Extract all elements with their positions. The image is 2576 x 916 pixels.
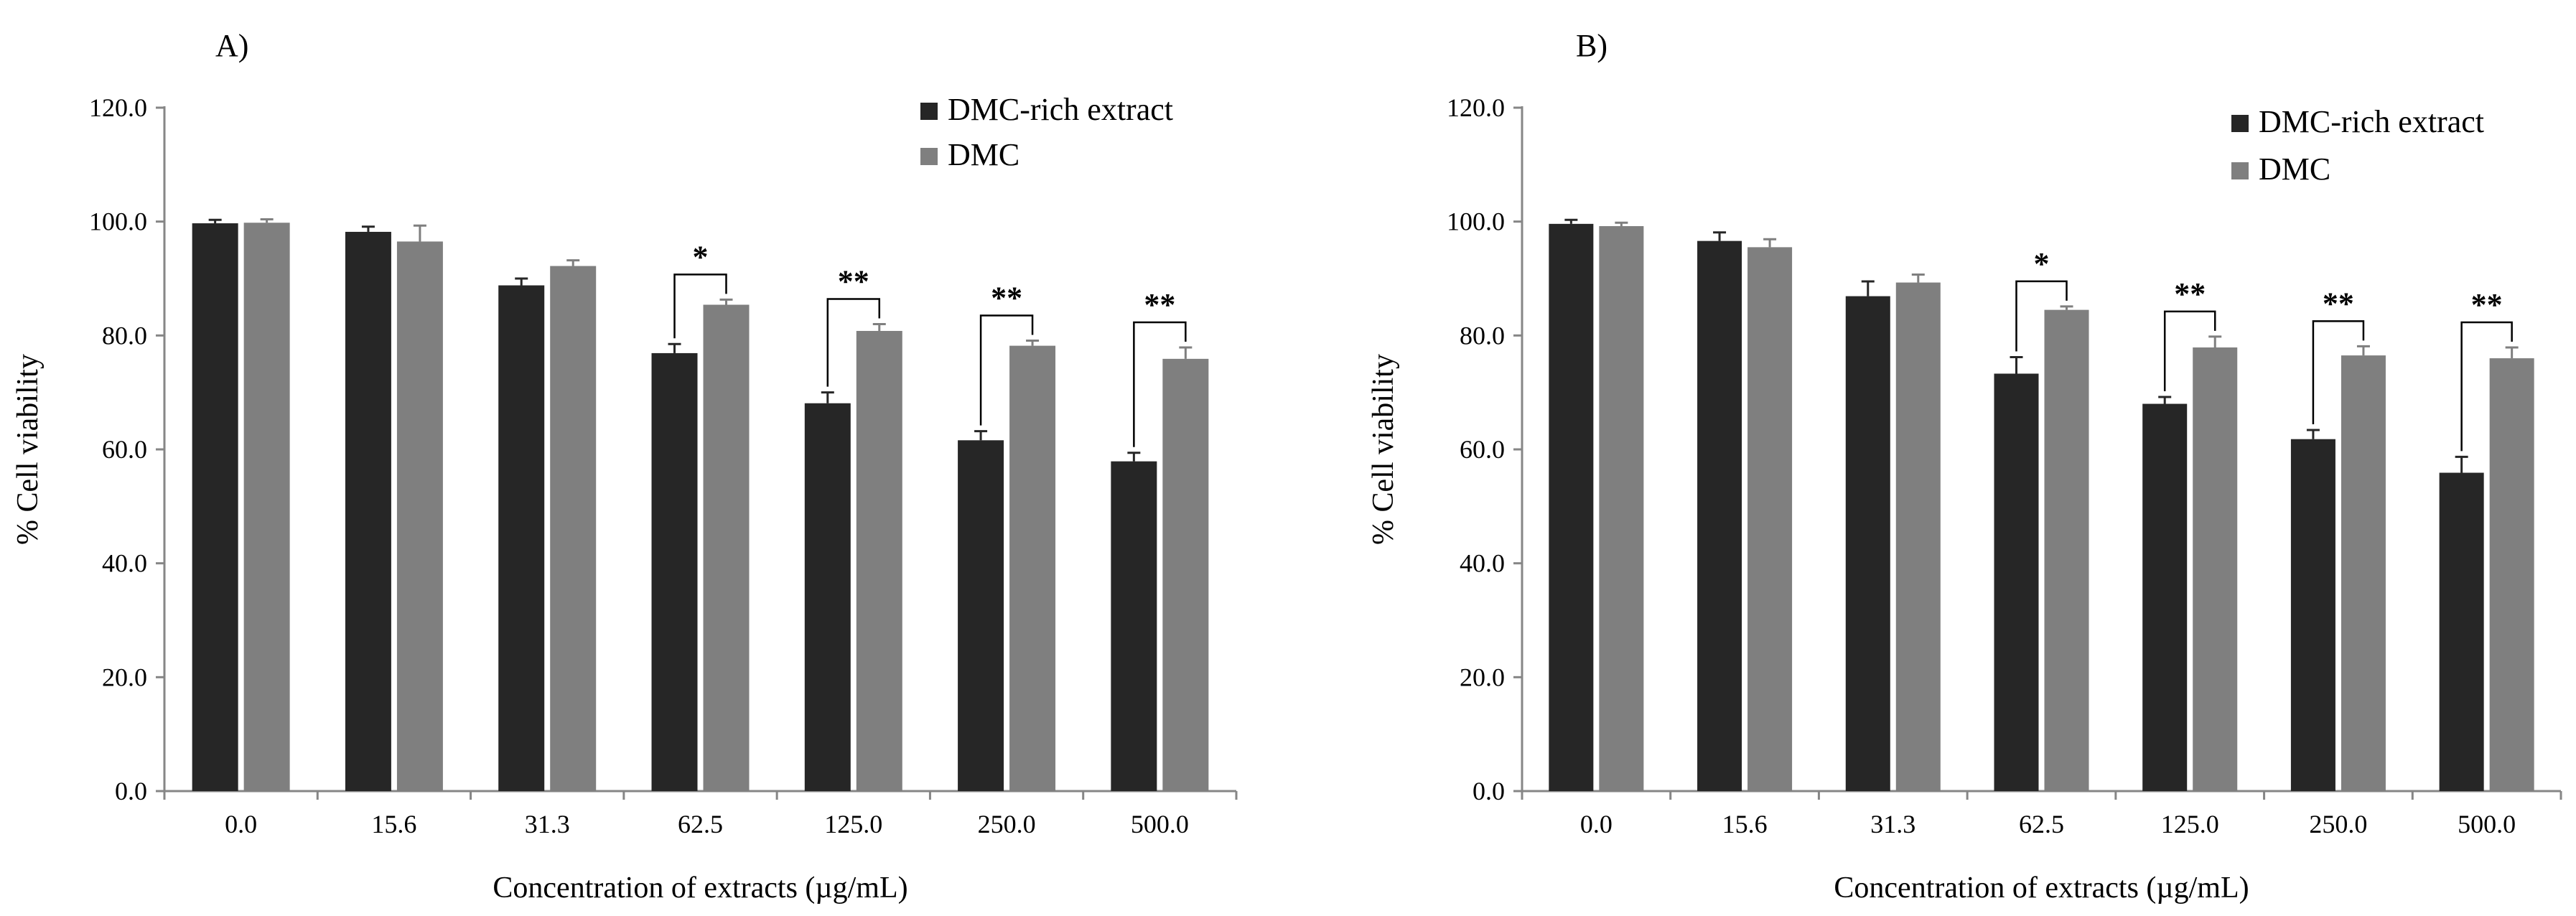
significance-label: ** bbox=[2323, 286, 2354, 321]
x-tick-label: 250.0 bbox=[978, 810, 1036, 838]
x-tick-label: 31.3 bbox=[525, 810, 570, 838]
x-axis-title: Concentration of extracts (µg/mL) bbox=[493, 871, 907, 905]
panel-label: B) bbox=[1576, 28, 1607, 63]
x-tick-label: 62.5 bbox=[678, 810, 723, 838]
panel-b: B) 0.0 20.0 40.0 60.0 80.0 100.0 120.0 0.0 15.6 31… bbox=[1367, 28, 2562, 905]
bar-dmc-rich-extract bbox=[1845, 296, 1890, 791]
y-tick-label: 40.0 bbox=[102, 549, 147, 578]
bar-dmc bbox=[2193, 347, 2238, 791]
y-tick-label: 40.0 bbox=[1460, 549, 1505, 578]
x-tick-label: 15.6 bbox=[371, 810, 416, 838]
significance-bracket bbox=[2163, 310, 2216, 392]
x-tick-label: 500.0 bbox=[2458, 810, 2516, 838]
significance-label: ** bbox=[2471, 287, 2503, 322]
legend-swatch-dmc bbox=[920, 148, 938, 165]
x-tick-label: 0.0 bbox=[225, 810, 257, 838]
significance-bracket bbox=[826, 298, 881, 387]
bar-dmc bbox=[2341, 355, 2386, 792]
significance-label: ** bbox=[2174, 276, 2206, 312]
x-tick-label: 250.0 bbox=[2309, 810, 2367, 838]
y-tick-label: 60.0 bbox=[102, 435, 147, 464]
y-axis-title: % Cell viability bbox=[1367, 354, 1400, 545]
significance-label: * bbox=[2034, 246, 2050, 281]
bar-dmc bbox=[2489, 358, 2534, 792]
bar-dmc-rich-extract bbox=[1697, 240, 1742, 791]
legend-swatch-dmc bbox=[2231, 162, 2249, 179]
y-tick-label: 60.0 bbox=[1460, 435, 1505, 464]
significance-label: ** bbox=[838, 263, 869, 299]
significance-label: ** bbox=[991, 280, 1022, 315]
legend-label-dmc: DMC bbox=[948, 137, 1019, 172]
bar-dmc-rich-extract bbox=[1549, 223, 1594, 792]
bar-dmc bbox=[243, 223, 290, 792]
y-tick-label: 100.0 bbox=[1447, 207, 1505, 236]
panel-label: A) bbox=[215, 28, 248, 63]
y-tick-label: 20.0 bbox=[1460, 663, 1505, 691]
significance-bracket bbox=[2015, 280, 2068, 352]
bar-dmc bbox=[703, 304, 750, 791]
bar-dmc bbox=[2044, 309, 2089, 792]
bar-dmc bbox=[1599, 226, 1644, 792]
x-tick-label: 15.6 bbox=[1722, 810, 1768, 838]
legend-label-dmc: DMC bbox=[2259, 151, 2330, 187]
bar-dmc-rich-extract bbox=[192, 223, 238, 792]
y-tick-label: 80.0 bbox=[1460, 321, 1505, 350]
y-tick-label: 100.0 bbox=[89, 207, 147, 236]
bar-dmc-rich-extract bbox=[498, 285, 545, 791]
legend-label-dmc-rich-extract: DMC-rich extract bbox=[2259, 104, 2484, 139]
panel-a: A) 0.0 20.0 40.0 60.0 80.0 100.0 120.0 0.0 15.6 31… bbox=[11, 28, 1238, 905]
legend-swatch-dmc-rich-extract bbox=[2231, 115, 2249, 132]
y-tick-label: 20.0 bbox=[102, 663, 147, 691]
bar-dmc-rich-extract bbox=[1994, 373, 2039, 791]
bar-dmc-rich-extract bbox=[2290, 439, 2335, 791]
x-tick-label: 0.0 bbox=[1580, 810, 1613, 838]
bar-dmc-rich-extract bbox=[804, 403, 851, 791]
bar-dmc-rich-extract bbox=[2142, 403, 2188, 791]
y-tick-label: 120.0 bbox=[1447, 93, 1505, 122]
bar-dmc bbox=[396, 241, 443, 791]
bar-dmc bbox=[1895, 282, 1941, 791]
y-tick-label: 120.0 bbox=[89, 93, 147, 122]
bar-dmc bbox=[1009, 345, 1056, 791]
bar-dmc-rich-extract bbox=[651, 352, 698, 792]
x-tick-label: 31.3 bbox=[1870, 810, 1915, 838]
x-axis-title: Concentration of extracts (µg/mL) bbox=[1834, 871, 2249, 905]
x-tick-label: 125.0 bbox=[824, 810, 882, 838]
bar-dmc-rich-extract bbox=[345, 231, 391, 791]
x-tick-label: 125.0 bbox=[2161, 810, 2219, 838]
bar-dmc bbox=[1162, 358, 1209, 791]
significance-bracket bbox=[2312, 320, 2365, 425]
bar-dmc bbox=[1747, 247, 1793, 791]
significance-bracket bbox=[673, 274, 727, 339]
y-tick-label: 0.0 bbox=[1473, 777, 1505, 805]
x-tick-label: 62.5 bbox=[2019, 810, 2064, 838]
bar-dmc-rich-extract bbox=[2439, 472, 2484, 791]
significance-label: ** bbox=[1144, 287, 1175, 322]
bar-dmc bbox=[856, 330, 902, 791]
significance-bracket bbox=[2460, 321, 2513, 452]
legend-label-dmc-rich-extract: DMC-rich extract bbox=[948, 92, 1173, 127]
bar-dmc-rich-extract bbox=[958, 440, 1004, 791]
significance-bracket bbox=[1133, 321, 1187, 447]
y-tick-label: 0.0 bbox=[115, 777, 147, 805]
x-tick-label: 500.0 bbox=[1131, 810, 1189, 838]
y-tick-label: 80.0 bbox=[102, 321, 147, 350]
legend-swatch-dmc-rich-extract bbox=[920, 103, 938, 120]
significance-label: * bbox=[693, 239, 709, 274]
y-axis-title: % Cell viability bbox=[11, 354, 45, 545]
bar-dmc-rich-extract bbox=[1111, 461, 1157, 791]
significance-bracket bbox=[979, 314, 1034, 426]
bar-dmc bbox=[550, 266, 597, 792]
